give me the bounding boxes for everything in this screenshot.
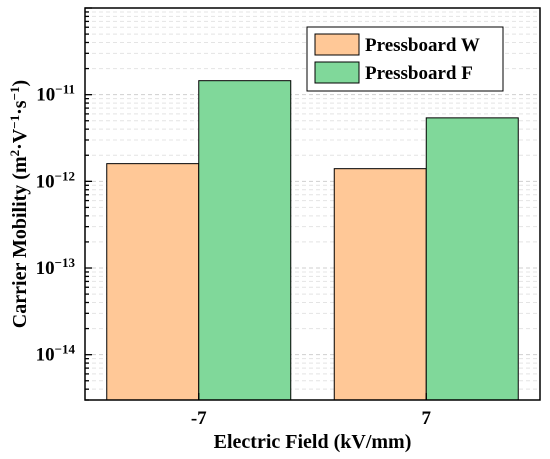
- bar-pressboard-f-1: [425, 117, 519, 401]
- x-axis-title: Electric Field (kV/mm): [214, 431, 412, 453]
- plot-frame: [84, 7, 541, 401]
- legend-label: Pressboard F: [365, 63, 473, 84]
- y-tick-labels: 10−11 10−12 10−13 10−14: [36, 81, 76, 366]
- x-tick-label: -7: [191, 408, 207, 429]
- legend: Pressboard W Pressboard F: [306, 26, 504, 92]
- axis-ticks: [85, 7, 427, 401]
- x-tick-labels: -7 7: [191, 408, 432, 429]
- bar-pressboard-f-0: [198, 80, 292, 401]
- bar-pressboard-w-0: [106, 163, 200, 401]
- bars: [106, 80, 519, 401]
- y-axis-title: Carrier Mobility (m2·V−1·s−1): [7, 80, 32, 328]
- y-tick-label: 10−14: [36, 341, 76, 366]
- bar-pressboard-w-1: [333, 168, 427, 401]
- x-tick-label: 7: [422, 408, 432, 429]
- y-tick-label: 10−12: [36, 168, 75, 193]
- legend-swatch: [314, 61, 360, 84]
- y-tick-label: 10−11: [36, 81, 75, 106]
- y-tick-label: 10−13: [36, 255, 76, 280]
- legend-swatch: [314, 33, 360, 56]
- legend-label: Pressboard W: [365, 35, 480, 56]
